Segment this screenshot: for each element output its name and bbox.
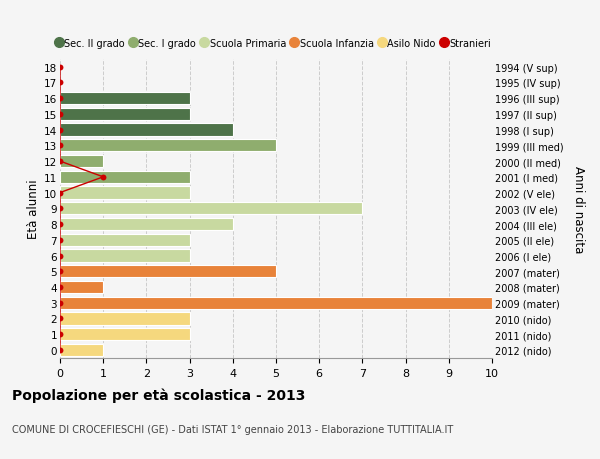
Bar bbox=[60, 140, 276, 152]
Point bbox=[55, 331, 65, 338]
Point bbox=[55, 127, 65, 134]
Point bbox=[55, 252, 65, 260]
Point bbox=[55, 158, 65, 165]
Point bbox=[55, 347, 65, 354]
Bar bbox=[60, 171, 190, 184]
Point bbox=[55, 111, 65, 118]
Point bbox=[55, 284, 65, 291]
Bar bbox=[60, 250, 190, 262]
Bar bbox=[60, 234, 190, 246]
Text: COMUNE DI CROCEFIESCHI (GE) - Dati ISTAT 1° gennaio 2013 - Elaborazione TUTTITAL: COMUNE DI CROCEFIESCHI (GE) - Dati ISTAT… bbox=[12, 425, 453, 435]
Point bbox=[55, 268, 65, 275]
Point bbox=[55, 64, 65, 71]
Bar bbox=[60, 203, 362, 215]
Bar bbox=[60, 108, 190, 121]
Y-axis label: Anni di nascita: Anni di nascita bbox=[572, 165, 585, 252]
Point bbox=[55, 79, 65, 87]
Bar bbox=[60, 281, 103, 293]
Legend: Sec. II grado, Sec. I grado, Scuola Primaria, Scuola Infanzia, Asilo Nido, Stran: Sec. II grado, Sec. I grado, Scuola Prim… bbox=[56, 39, 491, 49]
Bar bbox=[60, 218, 233, 231]
Point bbox=[55, 190, 65, 197]
Point bbox=[55, 299, 65, 307]
Bar bbox=[60, 156, 103, 168]
Text: Popolazione per età scolastica - 2013: Popolazione per età scolastica - 2013 bbox=[12, 388, 305, 403]
Bar bbox=[60, 344, 103, 356]
Bar bbox=[60, 93, 190, 105]
Bar bbox=[60, 265, 276, 278]
Point bbox=[55, 236, 65, 244]
Point bbox=[55, 95, 65, 103]
Bar bbox=[60, 328, 190, 341]
Point bbox=[55, 221, 65, 228]
Point bbox=[55, 315, 65, 322]
Bar bbox=[60, 187, 190, 199]
Bar bbox=[60, 124, 233, 136]
Bar bbox=[60, 297, 492, 309]
Point bbox=[55, 205, 65, 213]
Bar bbox=[60, 313, 190, 325]
Point bbox=[98, 174, 108, 181]
Point bbox=[55, 142, 65, 150]
Y-axis label: Età alunni: Età alunni bbox=[27, 179, 40, 239]
